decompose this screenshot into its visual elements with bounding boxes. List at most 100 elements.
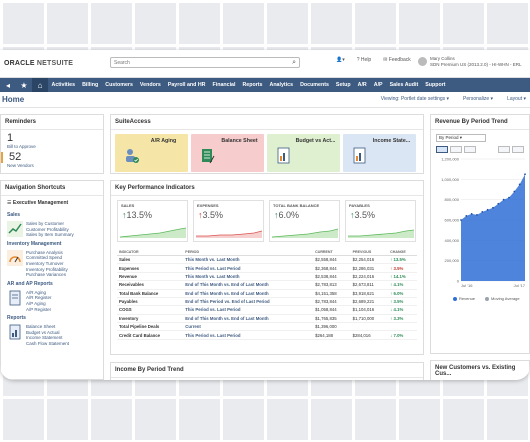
- table-row[interactable]: Inventory End of This Month vs. End of La…: [117, 314, 417, 324]
- user-menu[interactable]: Mary Collins SDN Premium US (2013.2.0) -…: [430, 56, 522, 67]
- bar-chart-button[interactable]: [464, 146, 476, 153]
- nav-billing[interactable]: Billing: [82, 82, 99, 88]
- period-link[interactable]: End of This Month vs. End of Last Month: [183, 289, 314, 298]
- data-point[interactable]: [492, 206, 494, 209]
- feedback-link[interactable]: ✉ Feedback: [383, 57, 411, 63]
- data-point[interactable]: [465, 215, 468, 217]
- nav-support[interactable]: Support: [425, 82, 446, 88]
- shortcut-link[interactable]: Budget vs Actual: [26, 329, 60, 335]
- tile-balance-sheet[interactable]: Balance Sheet: [191, 134, 264, 172]
- zoom-button[interactable]: [498, 146, 510, 153]
- layout-dropdown[interactable]: Layout ▾: [507, 96, 526, 102]
- personalize-dropdown[interactable]: Personalize ▾: [463, 96, 494, 102]
- shortcut-link[interactable]: Inventory Profitability: [26, 266, 68, 272]
- shortcut-link[interactable]: A/P Aging: [26, 300, 46, 306]
- period-link[interactable]: End of This Period vs. End of Last Perio…: [183, 297, 314, 307]
- data-point[interactable]: [486, 208, 489, 211]
- contacts-icon[interactable]: 👤▾: [336, 57, 345, 63]
- nav-payroll[interactable]: Payroll and HR: [167, 82, 206, 88]
- revenue-chart[interactable]: 1,200,000 1,000,000 800,000 600,000 400,000 2…: [431, 153, 529, 293]
- table-row[interactable]: Credit Card Balance This Period vs. Last …: [117, 330, 417, 340]
- column-header[interactable]: CHANGE: [388, 248, 417, 256]
- kpi-card-payables[interactable]: PAYABLES ↑3.5%: [345, 200, 416, 242]
- search-icon[interactable]: ⌕: [292, 59, 296, 66]
- table-row[interactable]: Expenses This Period vs. Last Period $2,36…: [117, 263, 417, 273]
- reminder-count[interactable]: 1: [7, 132, 14, 144]
- data-point[interactable]: [513, 190, 516, 193]
- shortcut-link[interactable]: Balance Sheet: [26, 324, 56, 330]
- back-icon[interactable]: ◂: [5, 80, 10, 90]
- column-header[interactable]: PREVIOUS: [350, 248, 389, 256]
- reminder-link[interactable]: Bill to Approve: [7, 144, 36, 149]
- view-settings-dropdown[interactable]: Viewing: Portlet date settings ▾: [380, 96, 450, 102]
- nav-sales-audit[interactable]: Sales Audit: [389, 82, 419, 88]
- period-link[interactable]: This Period vs. Last Period: [183, 263, 314, 273]
- nav-customers[interactable]: Customers: [105, 82, 133, 88]
- tile-budget-vs-actual[interactable]: Budget vs Act...: [267, 134, 340, 172]
- period-select[interactable]: By Period ▾: [436, 134, 486, 142]
- home-icon[interactable]: ⌂: [32, 78, 48, 92]
- period-link[interactable]: This Period vs. Last Period: [183, 305, 314, 315]
- data-point[interactable]: [476, 214, 478, 216]
- legend-revenue[interactable]: Revenue: [453, 296, 475, 301]
- nav-ar[interactable]: A/R: [357, 82, 367, 88]
- legend-moving-average[interactable]: Moving Average: [485, 296, 520, 301]
- table-row[interactable]: Total Pipeline Deals Current $1,396,000: [117, 322, 417, 332]
- avatar[interactable]: [418, 57, 427, 66]
- nav-financial[interactable]: Financial: [212, 82, 236, 88]
- period-link[interactable]: This Month vs. Last Month: [183, 272, 314, 282]
- data-point[interactable]: [518, 183, 521, 186]
- period-link[interactable]: End of This Month vs. End of Last Month: [183, 314, 314, 324]
- shortcut-link[interactable]: A/P Register: [26, 306, 52, 312]
- column-header[interactable]: INDICATOR: [117, 248, 184, 256]
- period-link[interactable]: This Month vs. Last Month: [183, 255, 314, 265]
- nav-vendors[interactable]: Vendors: [139, 82, 161, 88]
- area-chart-button[interactable]: [436, 146, 448, 153]
- exec-management-link[interactable]: ☰ Executive Management: [7, 200, 69, 206]
- kpi-card-bank-balance[interactable]: TOTAL BANK BALANCE ↑6.0%: [269, 200, 340, 242]
- data-point[interactable]: [470, 213, 473, 215]
- kpi-card-sales[interactable]: SALES ↑13.5%: [117, 200, 188, 242]
- nav-ap[interactable]: A/P: [373, 82, 383, 88]
- table-row[interactable]: Payables End of This Period vs. End of La…: [117, 297, 417, 307]
- data-point[interactable]: [481, 210, 484, 213]
- nav-documents[interactable]: Documents: [300, 82, 329, 88]
- shortcut-link[interactable]: Sales by Customer: [26, 221, 65, 226]
- shortcut-link[interactable]: Inventory Turnover: [26, 260, 64, 266]
- nav-analytics[interactable]: Analytics: [269, 82, 294, 88]
- nav-activities[interactable]: Activities: [51, 82, 76, 88]
- data-point[interactable]: [497, 202, 500, 205]
- shortcut-link[interactable]: A/R Register: [26, 295, 52, 301]
- shortcut-link[interactable]: Income Statement: [26, 335, 63, 341]
- table-row[interactable]: Receivables End of This Month vs. End of …: [117, 280, 417, 290]
- help-link[interactable]: ? Help: [356, 57, 372, 63]
- period-link[interactable]: End of This Month vs. End of Last Month: [183, 280, 314, 290]
- data-point[interactable]: [524, 173, 526, 176]
- shortcut-link[interactable]: Committed Spend: [26, 255, 63, 261]
- shortcut-link[interactable]: Sales by Item Summary: [26, 232, 74, 238]
- table-row[interactable]: Total Bank Balance End of This Month vs. …: [117, 289, 417, 298]
- line-chart-button[interactable]: [450, 146, 462, 153]
- table-row[interactable]: Revenue This Month vs. Last Month $2,538,8…: [117, 272, 417, 282]
- shortcut-link[interactable]: Purchase Variances: [26, 272, 66, 278]
- kpi-card-expenses[interactable]: EXPENSES ↑3.5%: [193, 200, 264, 242]
- shortcut-link[interactable]: A/R Aging: [26, 289, 47, 295]
- data-point[interactable]: [502, 198, 505, 201]
- table-row[interactable]: Sales This Month vs. Last Month $2,558,844…: [117, 255, 417, 265]
- tile-ar-aging[interactable]: A/R Aging: [115, 134, 188, 172]
- shortcut-link[interactable]: Customer Profitability: [26, 226, 69, 232]
- star-icon[interactable]: ★: [20, 80, 28, 90]
- search-input[interactable]: Search ⌕: [110, 57, 300, 68]
- tile-income-statement[interactable]: Income State...: [343, 134, 416, 172]
- settings-button[interactable]: [512, 146, 524, 153]
- period-link[interactable]: This Period vs. Last Period: [183, 330, 314, 340]
- period-link[interactable]: Current: [183, 322, 314, 332]
- data-point[interactable]: [460, 219, 462, 221]
- reminder-count[interactable]: 52: [1, 152, 103, 163]
- nav-reports[interactable]: Reports: [242, 82, 263, 88]
- data-point[interactable]: [508, 196, 510, 199]
- column-header[interactable]: PERIOD: [183, 248, 314, 256]
- shortcut-link[interactable]: Cash Flow Statement: [26, 340, 70, 346]
- reminder-link[interactable]: New Vendors: [7, 163, 34, 168]
- nav-setup[interactable]: Setup: [335, 82, 351, 88]
